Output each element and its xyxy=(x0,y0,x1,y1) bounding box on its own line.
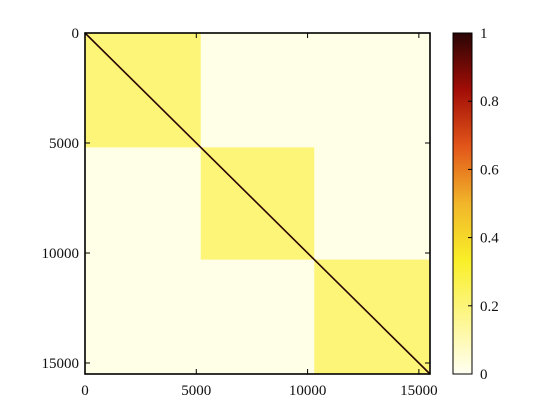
colorbar-tick-label: 0.4 xyxy=(480,231,499,247)
y-axis-ticks: 0 5000 10000 15000 xyxy=(42,26,430,372)
colorbar-tick-label: 0.2 xyxy=(480,299,499,315)
colorbar-tick-label: 0.6 xyxy=(480,162,499,178)
y-tick-label: 0 xyxy=(72,26,80,42)
colorbar: 0 0.2 0.4 0.6 0.8 1 xyxy=(452,26,499,383)
heatmap-diagonal xyxy=(84,32,431,375)
heatmap-plot xyxy=(84,32,431,375)
plot-frame xyxy=(84,32,431,375)
x-tick-label: 5000 xyxy=(181,383,211,399)
colorbar-tick-label: 0 xyxy=(480,367,488,383)
x-tick-label: 15000 xyxy=(400,383,438,399)
colorbar-tick-label: 1 xyxy=(480,26,488,42)
x-tick-label: 10000 xyxy=(289,383,327,399)
y-tick-label: 15000 xyxy=(42,356,80,372)
x-axis-ticks: 0 5000 10000 15000 xyxy=(81,33,438,399)
y-tick-label: 5000 xyxy=(49,136,79,152)
colorbar-bar xyxy=(452,32,473,375)
x-tick-label: 0 xyxy=(81,383,89,399)
y-tick-label: 10000 xyxy=(42,246,80,262)
colorbar-tick-label: 0.8 xyxy=(480,94,499,110)
